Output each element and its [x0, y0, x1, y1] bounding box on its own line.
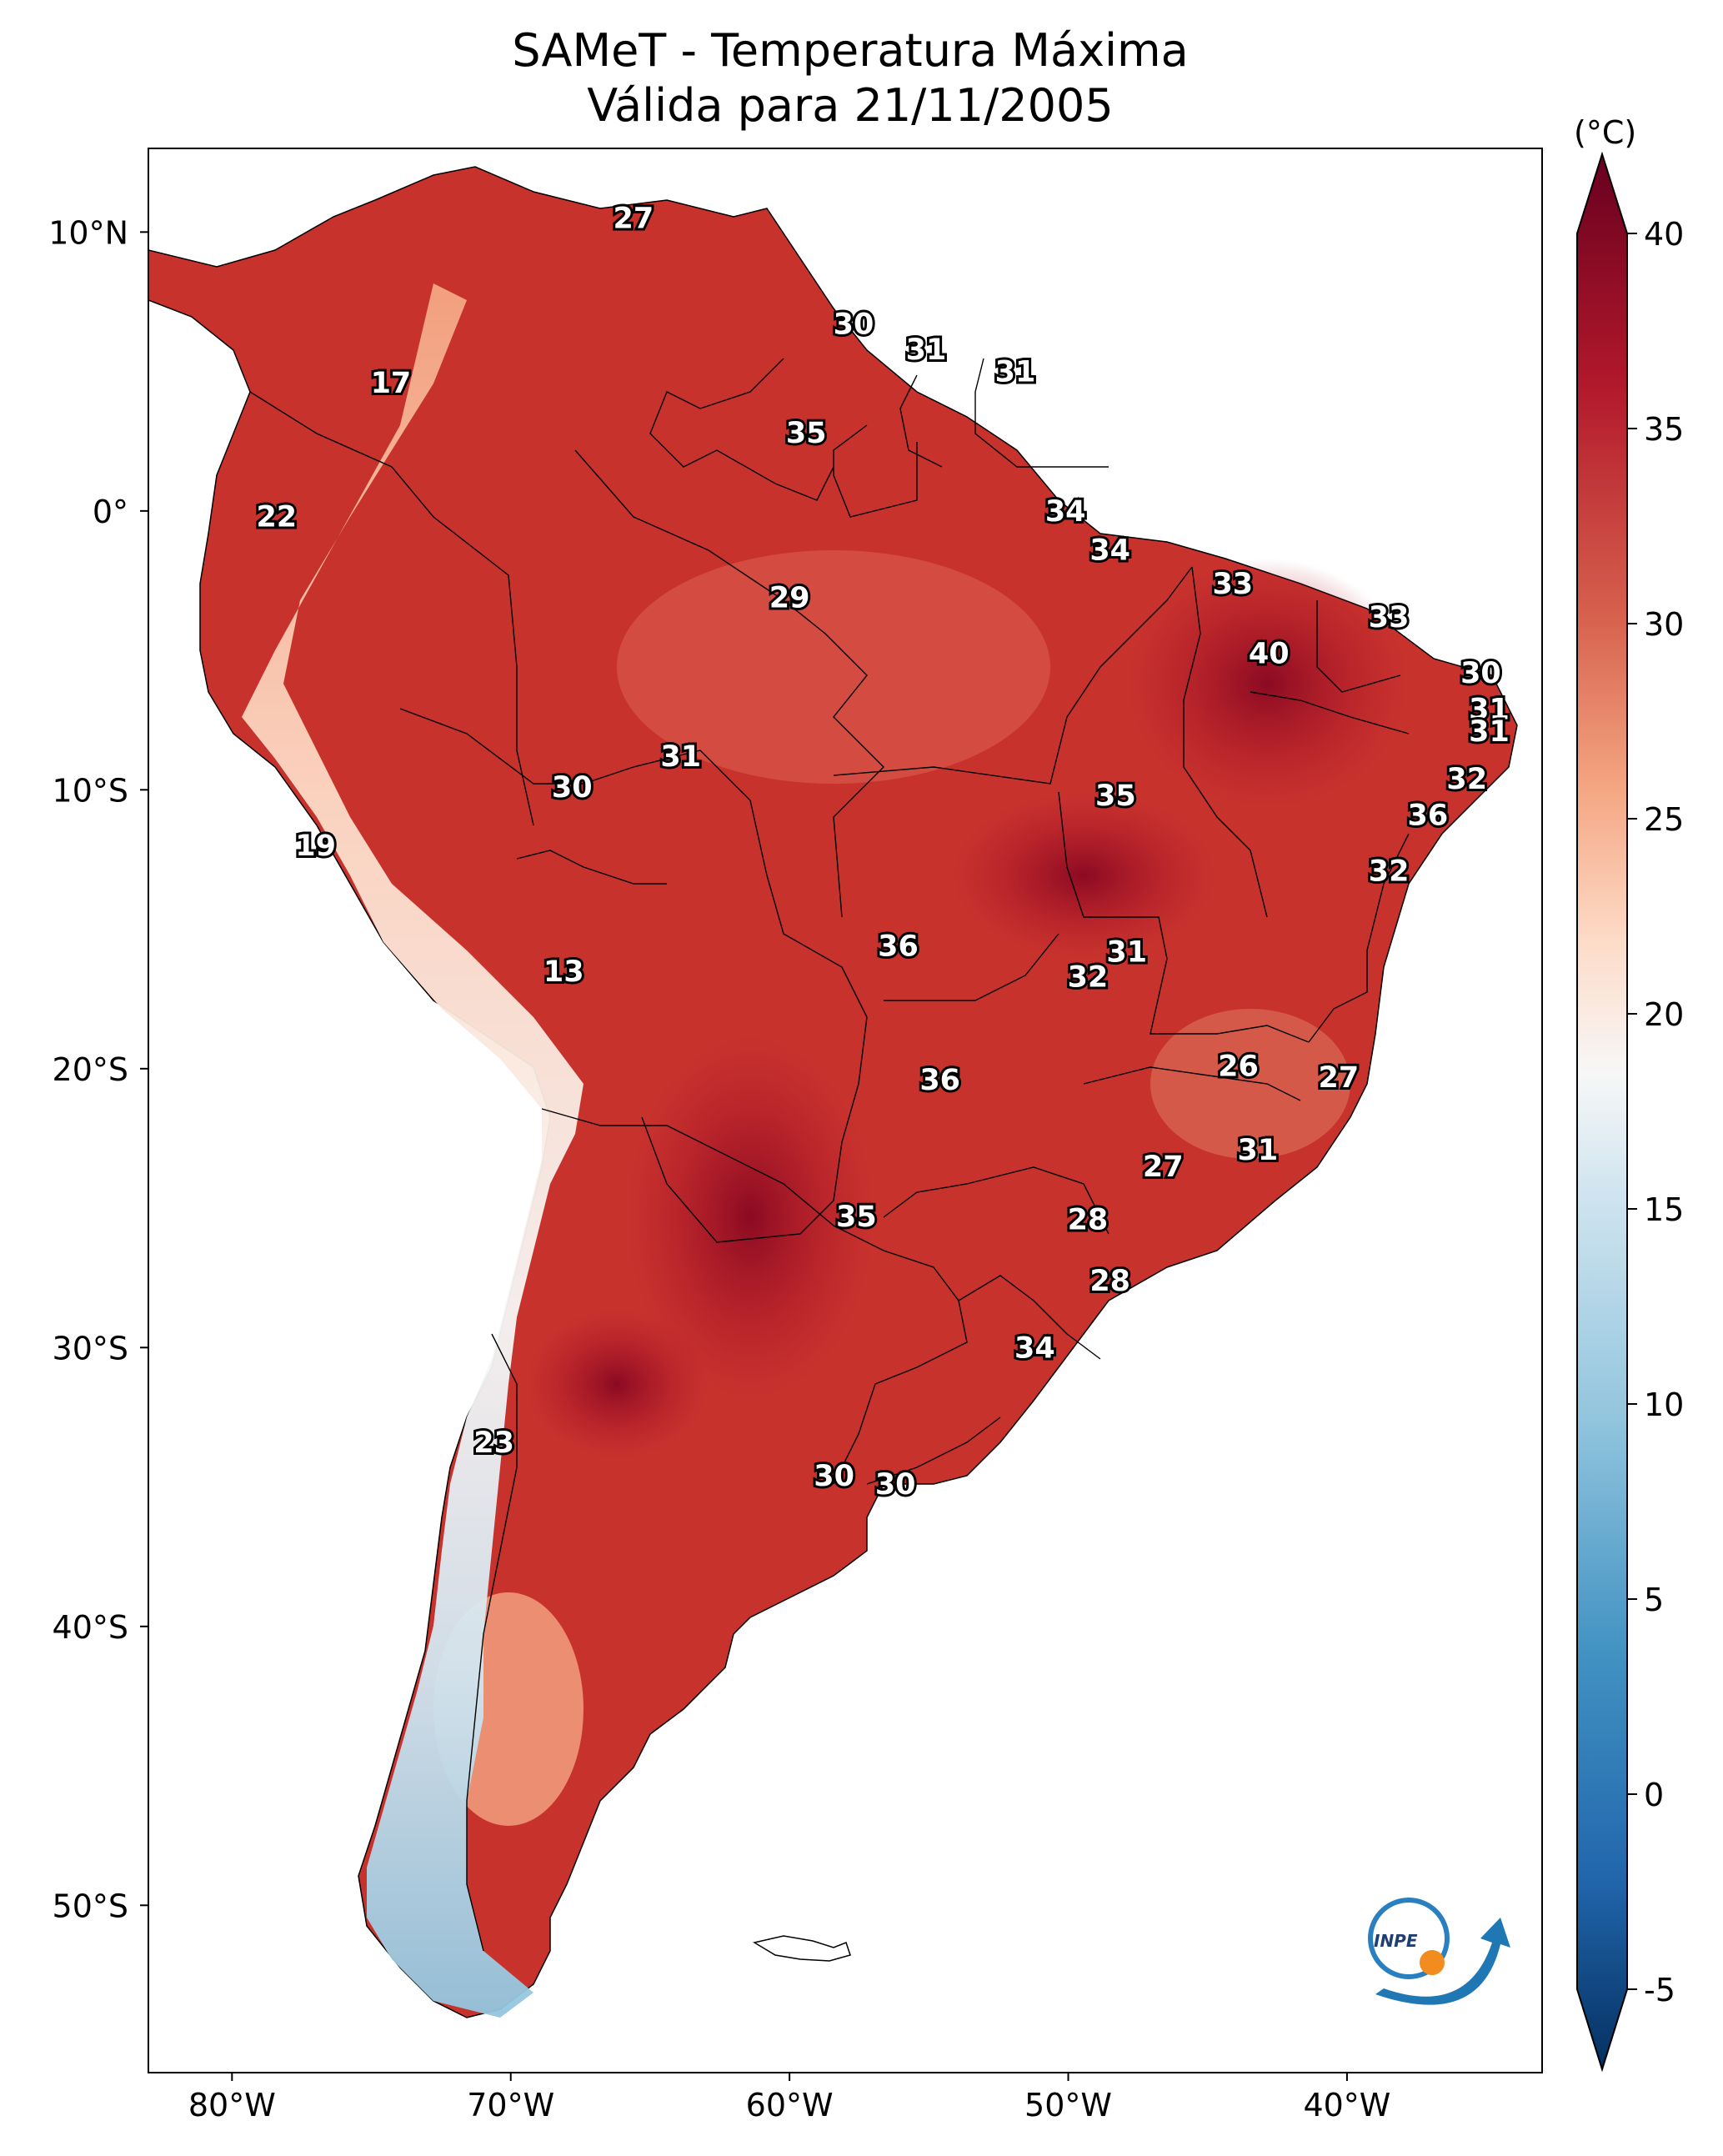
hot-argentina-core [525, 1309, 709, 1459]
station-value: 35 [786, 417, 827, 450]
lon-tick-label: 70°W [467, 2087, 554, 2123]
lat-tick-label: 10°S [53, 772, 128, 809]
lat-tick-label: 10°N [48, 214, 128, 251]
station-value: 35 [836, 1201, 877, 1234]
station-value: 30 [834, 308, 874, 342]
colorbar-tick-label: 0 [1644, 1777, 1664, 1813]
colorbar-unit: (°C) [1574, 114, 1636, 151]
station-value: 32 [1446, 763, 1487, 796]
station-value: 30 [552, 771, 593, 805]
station-value: 35 [1095, 780, 1136, 813]
station-value: 23 [473, 1426, 514, 1460]
station-value: 28 [1089, 1265, 1130, 1298]
station-value: 36 [878, 930, 919, 964]
inpe-logo-swoosh [1375, 1918, 1510, 2005]
lat-tick-label: 30°S [53, 1330, 128, 1366]
colorbar-body [1576, 151, 1628, 2073]
station-value: 27 [613, 203, 654, 236]
latitude-ticks: 10°N 0° 10°S 20°S 30°S 40°S 50°S [48, 214, 148, 1924]
station-value: 19 [295, 830, 336, 863]
station-value: 30 [1460, 657, 1501, 690]
colorbar-tick-label: 35 [1644, 411, 1684, 448]
inpe-logo: INPE [1368, 1898, 1510, 2005]
hot-chaco-core [625, 1034, 875, 1401]
inpe-logo-text: INPE [1374, 1931, 1418, 1951]
station-value: 36 [1408, 799, 1449, 832]
station-value: 27 [1319, 1061, 1360, 1095]
colorbar-tick-label: 30 [1644, 606, 1684, 643]
inpe-logo-ring [1368, 1898, 1450, 1979]
station-value: 26 [1218, 1050, 1259, 1083]
lon-tick-label: 80°W [188, 2087, 276, 2123]
station-value: 33 [1369, 601, 1410, 634]
inpe-logo-dot [1420, 1950, 1445, 1975]
colorbar-tick-label: 25 [1644, 801, 1684, 838]
title-line-2: Válida para 21/11/2005 [587, 79, 1114, 132]
station-value: 31 [1469, 715, 1510, 749]
station-value: 28 [1068, 1203, 1109, 1236]
title-line-1: SAMeT - Temperatura Máxima [512, 24, 1189, 77]
longitude-ticks: 80°W 70°W 60°W 50°W 40°W [188, 2073, 1390, 2123]
station-value: 32 [1068, 960, 1109, 994]
station-value: 31 [906, 333, 947, 367]
station-value: 31 [1238, 1134, 1279, 1167]
colorbar: (°C) 40 35 30 25 20 15 10 5 0 -5 [1574, 114, 1684, 2073]
lon-tick-label: 40°W [1303, 2087, 1390, 2123]
country-borders [249, 358, 1410, 1952]
lon-tick-label: 50°W [1024, 2087, 1112, 2123]
station-value: 13 [543, 955, 584, 989]
lat-tick-label: 40°S [53, 1609, 128, 1646]
colorbar-tick-label: 20 [1644, 996, 1684, 1033]
station-value: 30 [875, 1468, 916, 1502]
warm-amazon-region [617, 550, 1050, 784]
station-value: 22 [256, 501, 297, 534]
lon-tick-label: 60°W [746, 2087, 834, 2123]
station-value: 36 [919, 1064, 960, 1097]
hot-central-core [950, 792, 1217, 959]
station-value: 29 [769, 582, 810, 615]
station-value: 40 [1249, 637, 1290, 670]
lat-tick-label: 0° [93, 494, 128, 530]
station-value: 17 [371, 367, 412, 400]
hot-northeast-core [1125, 559, 1409, 809]
falkland-islands [753, 1935, 851, 1962]
station-value: 34 [1089, 534, 1130, 568]
station-value: 30 [814, 1460, 854, 1493]
colorbar-tick-label: 10 [1644, 1386, 1684, 1423]
lat-tick-label: 50°S [53, 1888, 128, 1924]
map-title: SAMeT - Temperatura Máxima Válida para 2… [150, 23, 1550, 133]
station-value: 31 [1106, 935, 1147, 969]
lat-tick-label: 20°S [53, 1051, 128, 1088]
station-value: 31 [1469, 693, 1510, 726]
colorbar-tick-label: 40 [1644, 216, 1684, 253]
station-value: 33 [1212, 568, 1253, 601]
colorbar-ticks: 40 35 30 25 20 15 10 5 0 -5 [1627, 216, 1684, 2008]
station-value: 34 [1045, 495, 1086, 529]
colorbar-tick-label: -5 [1644, 1972, 1675, 2008]
mild-southeast-region [1150, 1009, 1350, 1159]
station-value: 31 [660, 740, 701, 774]
colorbar-tick-label: 5 [1644, 1582, 1664, 1618]
station-value: 27 [1143, 1151, 1184, 1184]
colorbar-tick-label: 15 [1644, 1191, 1684, 1228]
station-value: 31 [995, 356, 1036, 389]
station-value: 32 [1369, 855, 1410, 888]
station-value: 34 [1014, 1331, 1055, 1365]
